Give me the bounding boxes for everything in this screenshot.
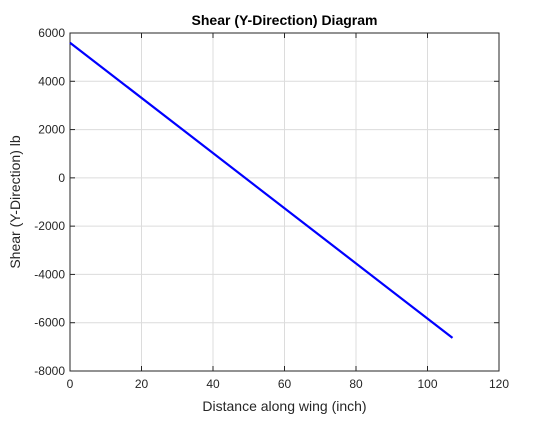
x-tick-label: 40 [206, 377, 220, 391]
x-tick-label: 60 [278, 377, 292, 391]
y-tick-label: 4000 [38, 74, 65, 88]
y-tick-label: -2000 [34, 219, 65, 233]
y-tick-label: -8000 [34, 364, 65, 378]
y-tick-label: -4000 [34, 267, 65, 281]
chart-title: Shear (Y-Direction) Diagram [192, 12, 378, 28]
x-tick-label: 100 [417, 377, 437, 391]
x-tick-label: 0 [67, 377, 74, 391]
y-axis-label: Shear (Y-Direction) lb [7, 135, 23, 269]
x-tick-label: 80 [349, 377, 363, 391]
x-tick-label: 20 [135, 377, 149, 391]
x-axis-label: Distance along wing (inch) [202, 398, 366, 414]
y-tick-label: 6000 [38, 26, 65, 40]
y-tick-label: 0 [58, 171, 65, 185]
y-tick-label: 2000 [38, 123, 65, 137]
y-tick-label: -6000 [34, 316, 65, 330]
x-tick-label: 120 [489, 377, 509, 391]
